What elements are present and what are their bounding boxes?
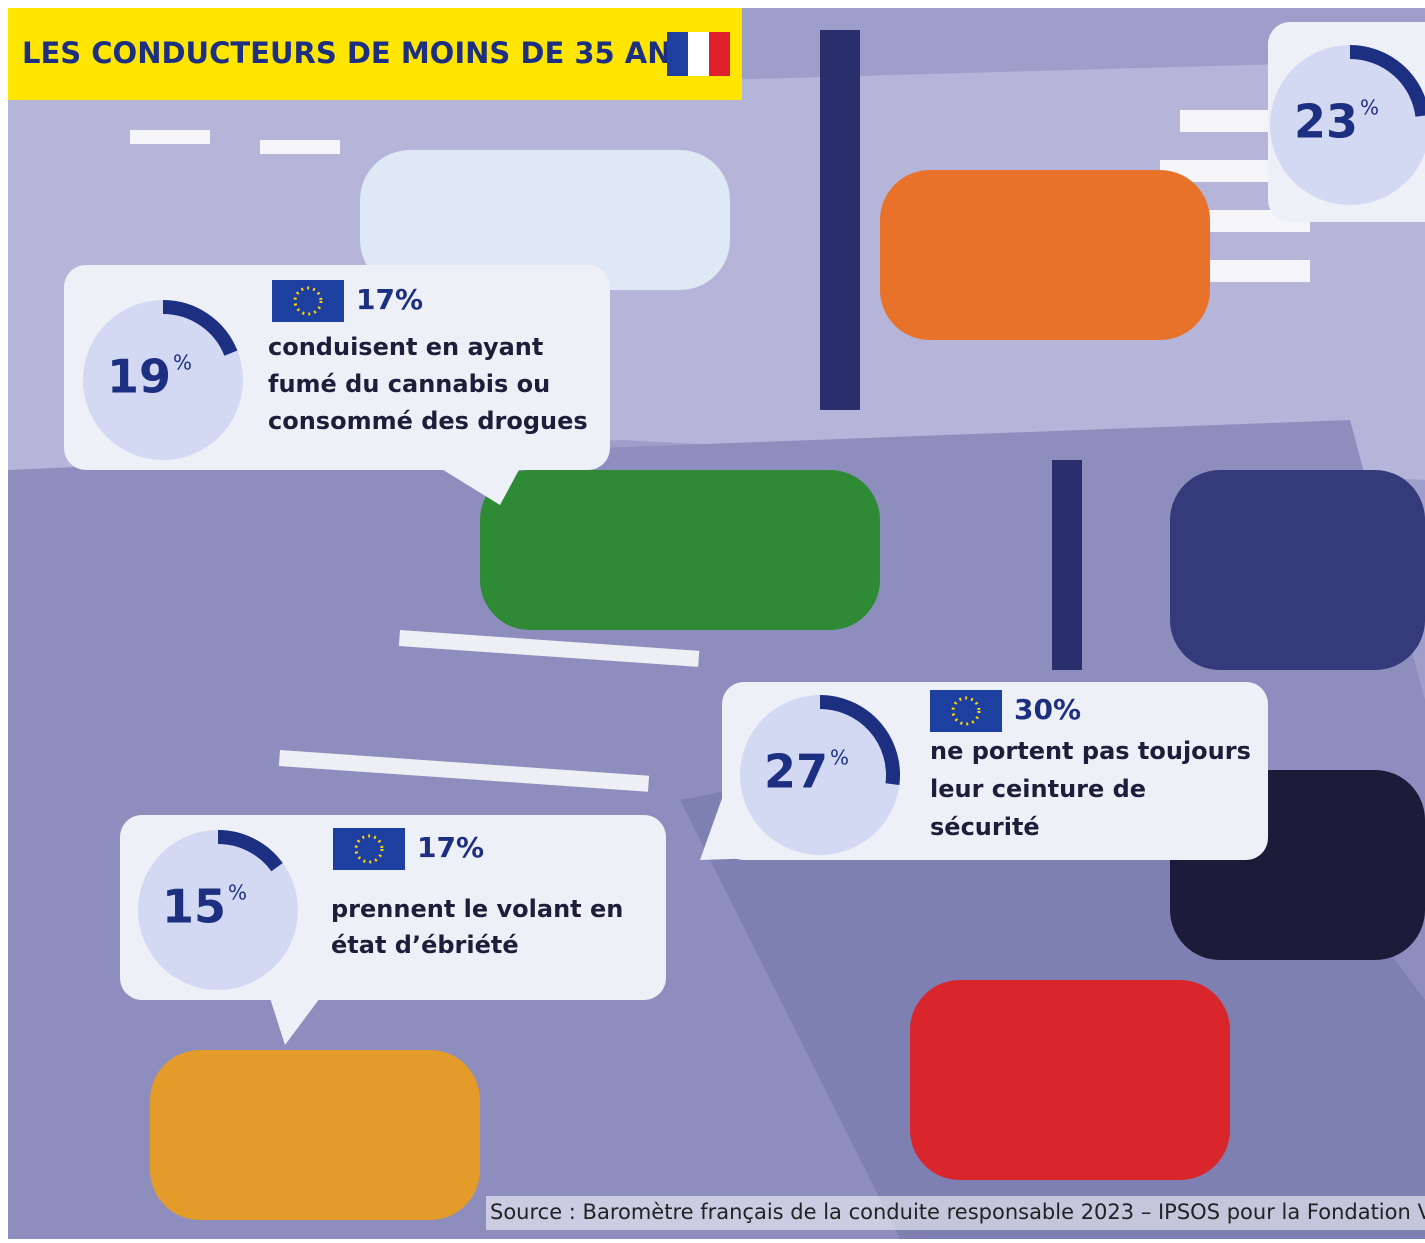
callout-text: prennent le volant en — [331, 895, 623, 923]
gauge-value: 27 — [764, 745, 828, 799]
gauge-unit: % — [1360, 96, 1379, 120]
background — [0, 0, 1425, 1239]
eu-value: 17% — [417, 831, 484, 864]
callout-text: leur ceinture de — [930, 775, 1146, 803]
callout: 23% — [1268, 22, 1425, 222]
callout-text: consommé des drogues — [268, 407, 588, 435]
gauge-value: 23 — [1294, 95, 1358, 149]
eu-value: 17% — [356, 283, 423, 316]
gauge-unit: % — [228, 881, 247, 905]
callout: 19% 17% conduisent en ayant fumé du cannabi… — [64, 265, 610, 505]
source: Source : Baromètre français de la condui… — [490, 1200, 1425, 1224]
callout-text: fumé du cannabis ou — [268, 370, 550, 398]
callout-text: état d’ébriété — [331, 931, 519, 959]
gauge-value: 19 — [107, 350, 171, 404]
gauge-unit: % — [173, 351, 192, 375]
gauge-unit: % — [830, 746, 849, 770]
flag-fr — [667, 32, 730, 76]
callout-text: conduisent en ayant — [268, 333, 543, 361]
eu-value: 30% — [1014, 693, 1081, 726]
callout: 27% 30% ne portent pas toujours leur ceintu… — [700, 682, 1268, 860]
gauge-value: 15 — [162, 880, 226, 934]
flag-eu — [333, 828, 405, 870]
infographic: LES CONDUCTEURS DE MOINS DE 35 ANS 23%19… — [0, 0, 1425, 1239]
flag-eu — [272, 280, 344, 322]
callout-text: ne portent pas toujours — [930, 737, 1251, 765]
flag-eu — [930, 690, 1002, 732]
title: LES CONDUCTEURS DE MOINS DE 35 ANS — [22, 36, 692, 70]
callout-text: sécurité — [930, 813, 1040, 841]
